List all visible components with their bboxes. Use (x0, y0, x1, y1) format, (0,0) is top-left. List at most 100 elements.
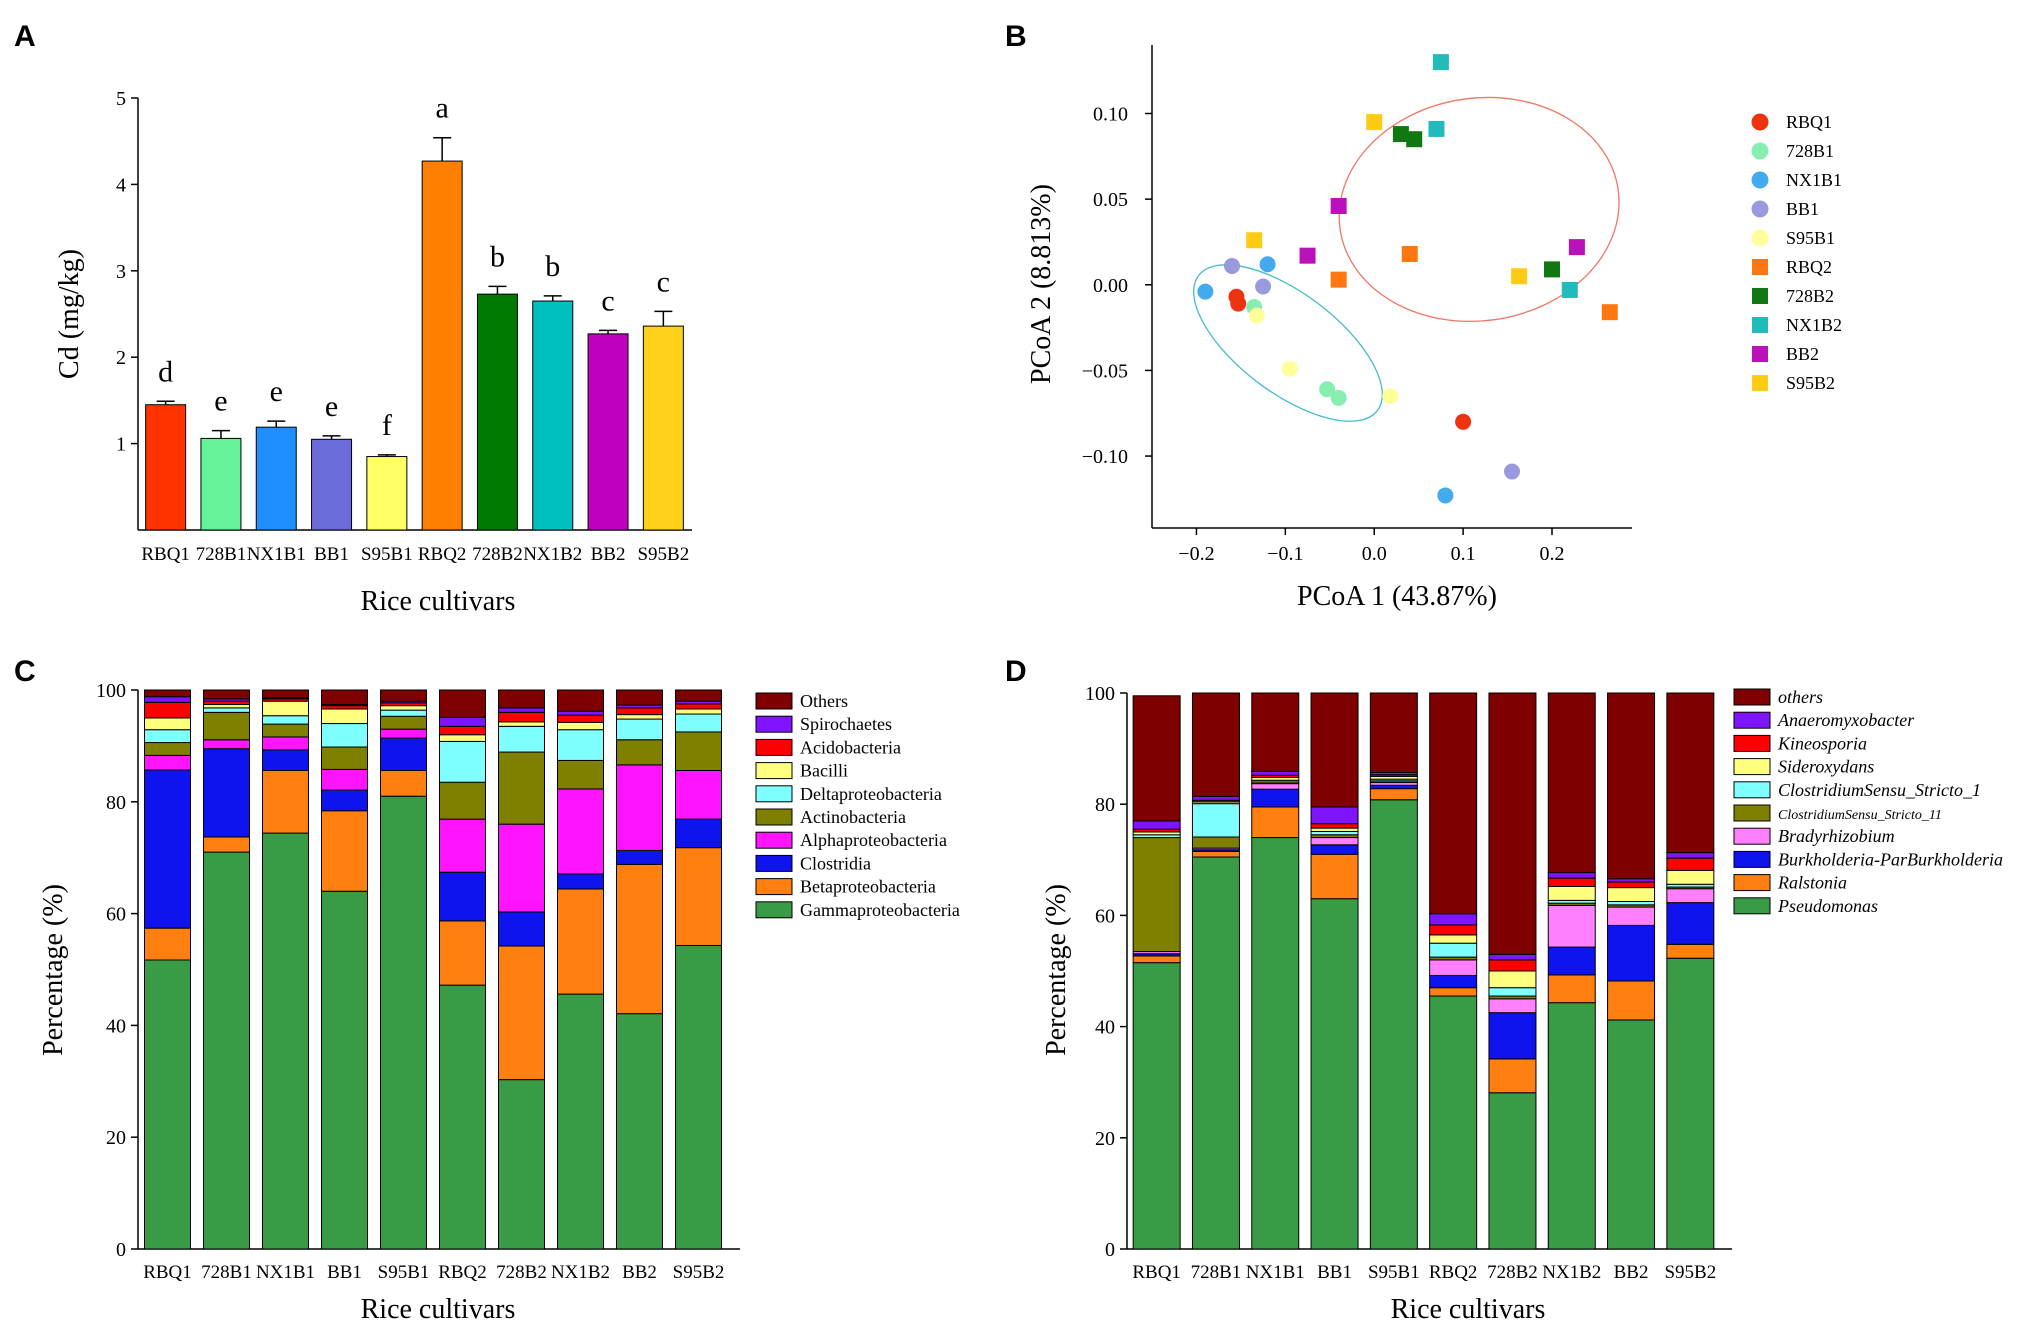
panel-d-segment (1191, 803, 1240, 838)
panel-b-point-bb2 (1568, 239, 1585, 256)
panel-c-category-label: NX1B2 (551, 1262, 610, 1283)
panel-d-segment (1429, 934, 1478, 944)
panel-c-segment (616, 863, 663, 1015)
panel-d-segment (1547, 872, 1596, 879)
panel-c-segment (498, 721, 545, 727)
panel-c-segment (557, 710, 604, 716)
panel-c-segment (144, 769, 191, 929)
panel-c-category-label: RBQ2 (438, 1262, 487, 1283)
panel-c-segment (262, 715, 309, 725)
panel-c-segment (380, 737, 427, 771)
panel-d-segment (1310, 844, 1359, 855)
panel-d-segment (1666, 857, 1715, 871)
panel-c-segment (439, 716, 486, 727)
panel-c-segment (557, 759, 604, 790)
panel-b-point-nx1b1 (1437, 487, 1454, 504)
panel-c-segment (498, 911, 545, 947)
panel-d-segment (1607, 692, 1656, 880)
panel-b-point-nx1b1 (1197, 283, 1214, 300)
panel-d-segment (1251, 806, 1300, 839)
panel-a-ytick-label: 1 (116, 434, 126, 456)
panel-d-legend-label: Bradyrhizobium (1778, 826, 1895, 846)
panel-b-point-nx1b2 (1428, 120, 1445, 137)
panel-a-x-title: Rice cultivars (361, 586, 516, 617)
panel-d-segment (1310, 898, 1359, 1250)
panel-b-point-728b1 (1319, 381, 1336, 398)
panel-d-segment (1488, 1092, 1537, 1250)
panel-d-category-label: S95B2 (1664, 1262, 1716, 1283)
panel-a-significance-letter: e (270, 375, 283, 408)
panel-b-ytick-label: 0.10 (1093, 104, 1128, 126)
panel-d-category-label: 728B1 (1191, 1262, 1242, 1283)
panel-b-legend-label: RBQ2 (1786, 257, 1832, 277)
panel-c-ytick-label: 80 (106, 792, 126, 814)
panel-c-x-title: Rice cultivars (361, 1294, 516, 1325)
panel-d-segment (1607, 887, 1656, 902)
panel-d-legend-swatch (1733, 827, 1771, 845)
panel-c-segment (616, 849, 663, 865)
panel-c-legend-label: Bacilli (800, 761, 848, 781)
panel-b-xtick-label: −0.1 (1267, 543, 1303, 565)
panel-d-segment (1429, 942, 1478, 958)
panel-letter-c: C (14, 655, 36, 688)
panel-d-segment (1666, 869, 1715, 885)
panel-c-segment (557, 993, 604, 1250)
panel-d-segment (1607, 878, 1656, 883)
panel-c-segment (616, 689, 663, 706)
panel-c-segment (380, 728, 427, 739)
panel-a-category-label: BB2 (591, 544, 626, 565)
panel-c-category-label: 728B2 (496, 1262, 547, 1283)
panel-c-legend-swatch (755, 762, 793, 780)
panel-d-category-label: BB1 (1317, 1262, 1352, 1283)
panel-c-segment (262, 749, 309, 771)
panel-d-segment (1666, 888, 1715, 904)
panel-c-segment (321, 810, 368, 892)
panel-d-category-label: BB2 (1614, 1262, 1649, 1283)
panel-d-legend-label: Sideroxydans (1778, 757, 1874, 777)
panel-b-point-rbq2 (1401, 245, 1418, 262)
panel-c-segment (498, 725, 545, 753)
panel-a-bar (421, 160, 463, 531)
panel-a-bar (532, 300, 574, 531)
panel-d-segment (1310, 827, 1359, 832)
panel-b-y-title: PCoA 2 (8.813%) (1026, 184, 1057, 384)
panel-d-legend-label: Ralstonia (1777, 873, 1847, 893)
panel-a-category-label: NX1B1 (247, 544, 306, 565)
panel-c-segment (498, 1079, 545, 1250)
panel-d-segment (1132, 955, 1181, 964)
panel-b-legend-label: RBQ1 (1786, 112, 1832, 132)
panel-a-category-label: BB1 (314, 544, 349, 565)
panel-b-legend-marker (1752, 346, 1768, 362)
panel-b-xtick-label: 0.2 (1540, 543, 1565, 565)
panel-b-legend-marker (1752, 288, 1768, 304)
panel-a-ytick-label: 4 (116, 174, 126, 196)
panel-b-legend-marker (1751, 142, 1769, 160)
panel-c-segment (616, 739, 663, 766)
panel-d-segment (1251, 692, 1300, 772)
panel-d-ytick-label: 20 (1095, 1128, 1115, 1150)
panel-c-legend-swatch (755, 901, 793, 919)
panel-b-legend-label: BB1 (1786, 199, 1819, 219)
panel-b-legend-label: NX1B2 (1786, 315, 1842, 335)
panel-c-segment (144, 927, 191, 961)
panel-b-legend-marker (1752, 317, 1768, 333)
panel-a-bar (200, 437, 242, 531)
panel-c-segment (675, 689, 722, 702)
panel-a-category-label: 728B1 (196, 544, 247, 565)
panel-d-legend-label: Kineosporia (1777, 733, 1867, 753)
panel-c-segment (144, 729, 191, 744)
panel-b-point-rbq2 (1330, 271, 1347, 288)
panel-a-bar (145, 404, 187, 531)
panel-d-legend-swatch (1733, 711, 1771, 729)
panel-d-ytick-label: 80 (1095, 794, 1115, 816)
panel-c-legend-label: Deltaproteobacteria (800, 784, 942, 804)
panel-c-legend-swatch (755, 831, 793, 849)
panel-b-point-728b2 (1392, 126, 1409, 143)
panel-c-legend-swatch (755, 808, 793, 826)
panel-d-segment (1547, 974, 1596, 1004)
panel-d-legend-swatch (1733, 850, 1771, 868)
panel-d-legend-swatch (1733, 874, 1771, 892)
panel-c-segment (144, 959, 191, 1250)
panel-a-bar (642, 325, 684, 531)
